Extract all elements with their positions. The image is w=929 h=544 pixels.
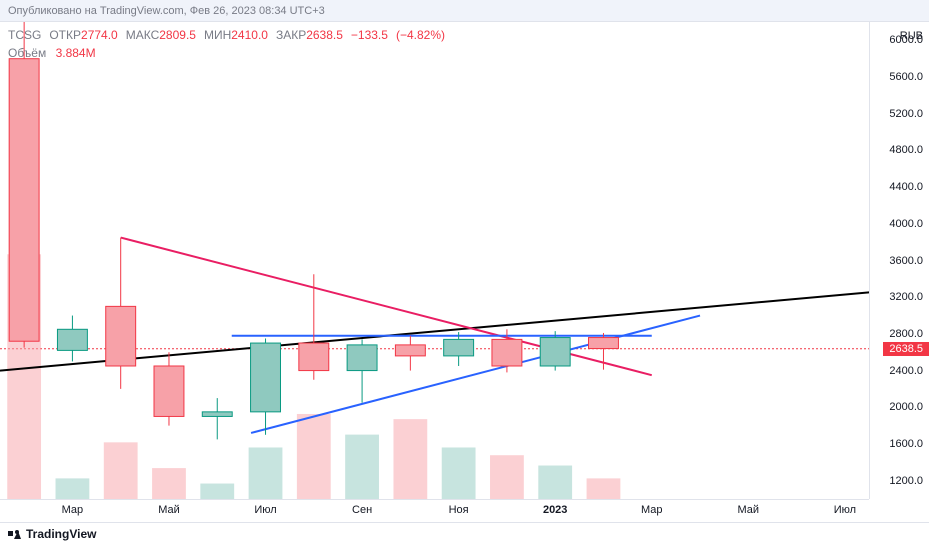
chart-area[interactable]: [0, 22, 869, 499]
x-tick: Сен: [352, 504, 372, 516]
publish-header: Опубликовано на TradingView.com, Фев 26,…: [0, 0, 929, 22]
high: МАКС2809.5: [126, 28, 196, 42]
change-pct: (−4.82%): [396, 28, 445, 42]
x-tick: Май: [738, 504, 760, 516]
change: −133.5: [351, 28, 388, 42]
x-axis[interactable]: Мар Май Июл Сен Ноя 2023 Мар Май Июл: [0, 499, 869, 522]
y-tick: 1200.0: [889, 475, 923, 487]
price-chart: [0, 22, 869, 499]
y-tick: 4800.0: [889, 144, 923, 156]
y-tick: 6000.0: [889, 34, 923, 46]
y-tick: 5200.0: [889, 108, 923, 120]
tradingview-logo-icon: [8, 527, 22, 541]
x-tick: Июл: [254, 504, 276, 516]
ticker: TCSG: [8, 28, 41, 42]
y-tick: 2000.0: [889, 401, 923, 413]
footer-text: TradingView: [26, 527, 96, 541]
y-tick: 2400.0: [889, 365, 923, 377]
y-tick: 5600.0: [889, 71, 923, 83]
price-tag: 2638.5: [883, 342, 929, 356]
x-tick: Май: [158, 504, 180, 516]
x-tick: 2023: [543, 504, 567, 516]
x-tick: Ноя: [449, 504, 469, 516]
volume-row: Объём 3.884M: [8, 46, 96, 60]
y-tick: 2800.0: [889, 328, 923, 340]
y-tick: 1600.0: [889, 438, 923, 450]
publish-text: Опубликовано на TradingView.com, Фев 26,…: [8, 5, 325, 17]
close: ЗАКР2638.5: [276, 28, 343, 42]
y-tick: 3600.0: [889, 255, 923, 267]
y-tick: 4000.0: [889, 218, 923, 230]
footer: TradingView: [0, 522, 929, 544]
x-tick: Мар: [641, 504, 663, 516]
ohlc-row: TCSG ОТКР2774.0 МАКС2809.5 МИН2410.0 ЗАК…: [8, 28, 445, 42]
y-tick: 4400.0: [889, 181, 923, 193]
low: МИН2410.0: [204, 28, 268, 42]
y-tick: 3200.0: [889, 291, 923, 303]
x-tick: Мар: [62, 504, 84, 516]
x-tick: Июл: [834, 504, 856, 516]
y-axis[interactable]: RUB 1200.01600.02000.02400.02800.03200.0…: [869, 22, 929, 499]
open: ОТКР2774.0: [49, 28, 117, 42]
